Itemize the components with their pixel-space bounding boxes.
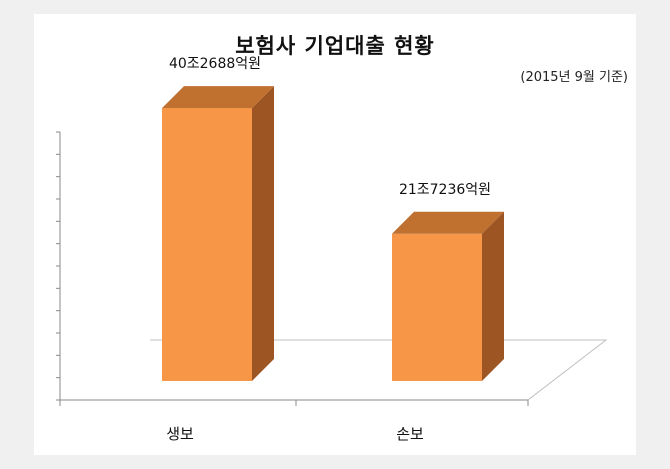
data-label: 21조7236억원 — [399, 182, 491, 198]
chart-floor — [60, 339, 608, 401]
y-axis — [56, 131, 529, 406]
bar-생보 — [162, 86, 274, 382]
chart-title: 보험사 기업대출 현황 — [235, 34, 435, 58]
bar-top — [162, 86, 274, 109]
bar-front — [392, 233, 482, 381]
chart-panel — [34, 14, 636, 455]
category-labels: 생보 손보 — [166, 425, 424, 443]
bar-front — [162, 108, 252, 382]
bar-손보 — [392, 211, 504, 381]
bar-side — [482, 211, 504, 381]
floor-outline — [60, 339, 608, 401]
data-labels: 40조2688억원 21조7236억원 — [169, 56, 491, 198]
bar-series — [162, 86, 504, 382]
bar-side — [252, 86, 274, 382]
category-label: 생보 — [166, 425, 194, 443]
bar-top — [392, 211, 504, 234]
category-label: 손보 — [396, 425, 424, 443]
footer-strip — [0, 455, 670, 469]
data-label: 40조2688억원 — [169, 56, 261, 72]
chart-subtitle: (2015년 9월 기준) — [520, 70, 628, 85]
